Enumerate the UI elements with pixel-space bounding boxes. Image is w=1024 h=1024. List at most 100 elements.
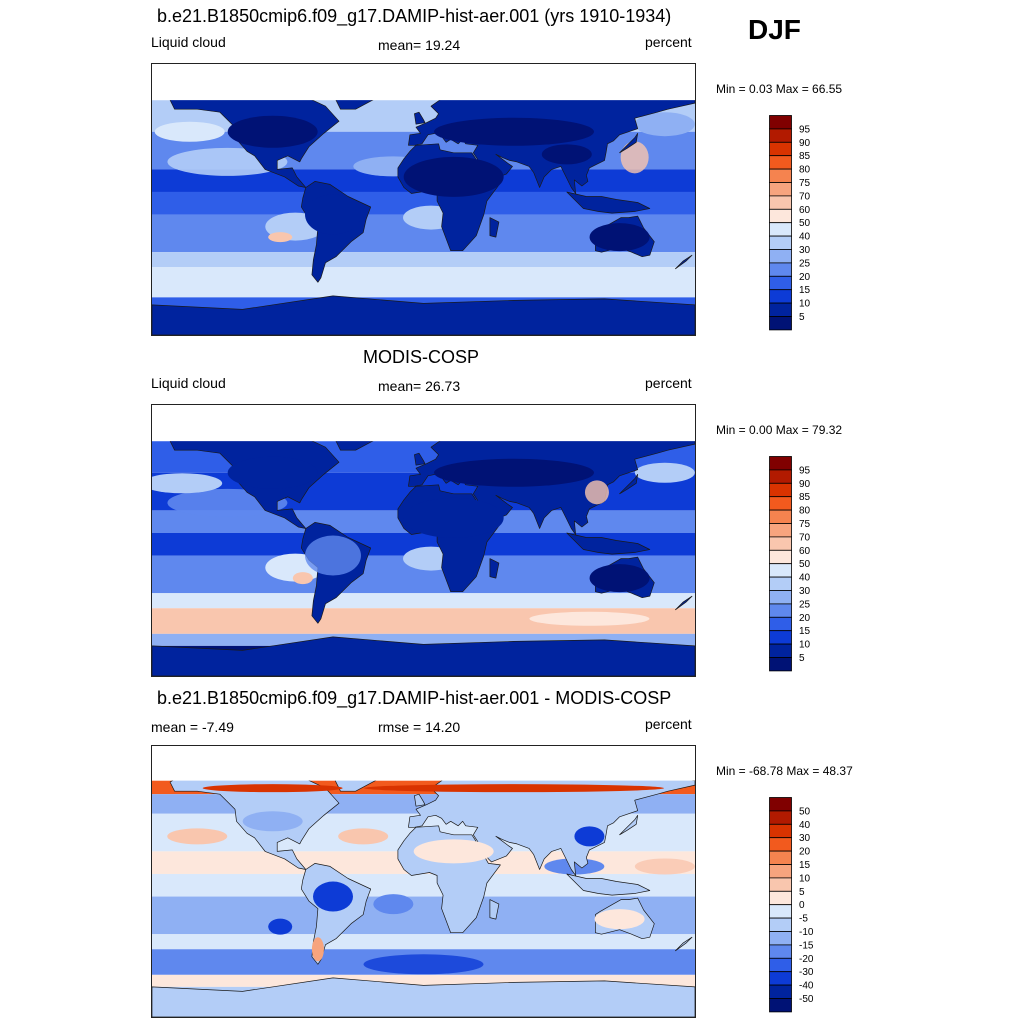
panel-1-variable-label: Liquid cloud: [151, 34, 226, 50]
colorbar-swatch: [769, 275, 792, 291]
colorbar-tick-label: 85: [799, 151, 811, 162]
colorbar-swatch: [769, 837, 792, 852]
land-madagascar: [489, 217, 500, 238]
cloud-feature: [167, 828, 228, 845]
colorbar-swatch: [769, 603, 792, 618]
cloud-feature: [242, 811, 303, 832]
colorbar-swatch: [769, 797, 792, 812]
land-antarctica: [152, 636, 695, 676]
colorbar-tick-label: 10: [799, 873, 811, 884]
cloud-feature: [268, 918, 293, 935]
colorbar-tick-label: 70: [799, 191, 811, 202]
cloud-feature: [364, 784, 664, 793]
colorbar-tick-label: 75: [799, 178, 811, 189]
latitude-band: [152, 64, 695, 101]
panel-3-colorbar: 50 40 30 20 15 10 5 0 -5 -10 -15 -20 -30 -40 -50: [769, 797, 829, 1013]
cloud-feature: [634, 462, 695, 483]
cloud-feature: [313, 881, 353, 912]
land-uk: [414, 793, 426, 807]
land-nz: [675, 936, 693, 952]
cloud-feature: [227, 115, 318, 148]
colorbar-tick-label: 80: [799, 165, 811, 176]
colorbar-tick-label: 5: [799, 887, 805, 898]
colorbar-tick-label: 10: [799, 299, 811, 310]
panel-2-minmax: Min = 0.00 Max = 79.32: [716, 423, 843, 437]
cloud-feature: [634, 858, 695, 875]
colorbar-swatch: [769, 536, 792, 551]
panel-3-title: b.e21.B1850cmip6.f09_g17.DAMIP-hist-aer.…: [157, 688, 672, 708]
panel-3-units-label: percent: [645, 716, 692, 732]
cloud-feature: [589, 223, 650, 252]
colorbar-tick-label: 30: [799, 833, 811, 844]
panel-3-mean-label: mean = -7.49: [151, 719, 234, 735]
latitude-band: [152, 267, 695, 298]
land-japan: [619, 814, 639, 836]
cloud-feature: [541, 144, 592, 165]
map-svg: [152, 405, 695, 676]
colorbar-swatch: [769, 971, 792, 986]
panel-3-rmse-label: rmse = 14.20: [378, 719, 461, 735]
cloud-feature: [620, 141, 649, 174]
colorbar-swatch: [769, 823, 792, 839]
panel-2-mean-label: mean= 26.73: [378, 378, 461, 394]
panel-2-units-label: percent: [645, 375, 692, 391]
land-antarctica: [152, 977, 695, 1017]
panel-1-units-label: percent: [645, 34, 692, 50]
panel-2-variable-label: Liquid cloud: [151, 375, 226, 391]
colorbar-swatch: [769, 222, 792, 237]
colorbar-swatch: [769, 496, 792, 511]
land-uk: [414, 452, 426, 466]
colorbar-tick-label: 50: [799, 559, 811, 570]
colorbar-tick-label: -10: [799, 927, 814, 938]
cloud-feature: [338, 828, 389, 845]
cloud-feature: [634, 112, 695, 137]
colorbar-tick-label: -20: [799, 954, 814, 965]
colorbar-swatch: [769, 630, 792, 645]
land-uk: [414, 111, 426, 125]
panel-3-minmax: Min = -68.78 Max = 48.37: [716, 764, 853, 778]
colorbar-tick-label: -30: [799, 967, 814, 978]
land-japan: [619, 473, 639, 495]
colorbar-swatch: [769, 302, 792, 317]
colorbar-tick-label: 40: [799, 232, 811, 243]
map-svg: [152, 746, 695, 1017]
colorbar-swatch: [769, 456, 792, 471]
colorbar-swatch: [769, 195, 792, 210]
cloud-feature: [574, 826, 605, 847]
cloud-feature: [268, 232, 293, 243]
colorbar-tick-label: 95: [799, 124, 811, 135]
colorbar-tick-label: 15: [799, 626, 811, 637]
panel-1-map: [151, 63, 696, 336]
season-label: DJF: [748, 14, 801, 45]
land-indonesia: [566, 191, 651, 214]
colorbar-swatch: [769, 235, 792, 250]
colorbar-swatch: [769, 141, 792, 157]
latitude-band: [152, 191, 695, 215]
panel-1-colorbar: 95 90 85 80 75 70 60 50 40 30 25 20 15 10 5: [769, 115, 829, 331]
colorbar-tick-label: 5: [799, 312, 805, 323]
colorbar-swatch: [769, 643, 792, 658]
colorbar-tick-label: 60: [799, 205, 811, 216]
colorbar-tick-label: 10: [799, 640, 811, 651]
cloud-feature: [305, 194, 361, 235]
colorbar-swatch: [769, 810, 792, 825]
latitude-band: [152, 934, 695, 950]
colorbar-swatch: [769, 984, 792, 999]
cloud-feature: [292, 572, 313, 585]
latitude-band: [152, 746, 695, 781]
colorbar-tick-label: 15: [799, 860, 811, 871]
cloud-feature: [305, 535, 361, 576]
cloud-feature: [584, 480, 609, 505]
cloud-feature: [311, 937, 324, 962]
colorbar-swatch: [769, 262, 792, 277]
colorbar-swatch: [769, 877, 792, 892]
colorbar-swatch: [769, 208, 792, 224]
land-antarctica: [152, 295, 695, 335]
colorbar-swatch: [769, 249, 792, 264]
colorbar-tick-label: 25: [799, 258, 811, 269]
cloud-feature: [434, 458, 594, 487]
colorbar-swatch: [769, 182, 792, 197]
colorbar-swatch: [769, 509, 792, 524]
colorbar-tick-label: 0: [799, 900, 805, 911]
